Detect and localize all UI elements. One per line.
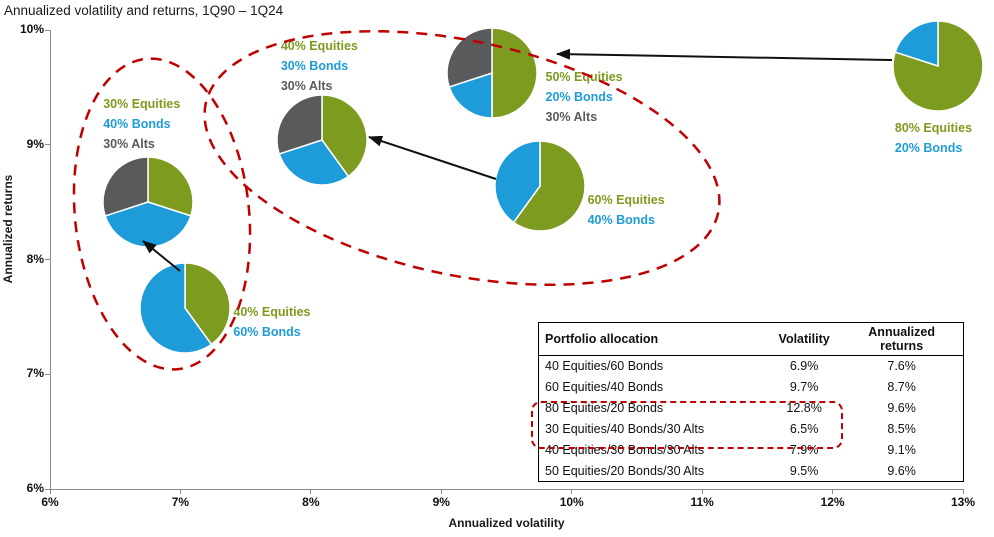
table-row: 30 Equities/40 Bonds/30 Alts 6.5% 8.5% — [539, 419, 964, 440]
x-tick-mark — [179, 489, 181, 494]
pie-label-line: 30% Alts — [103, 137, 155, 152]
x-axis-label: Annualized volatility — [448, 516, 565, 530]
pie-label-line: 40% Equities — [280, 39, 358, 54]
y-tick-mark — [45, 373, 50, 375]
y-tick-mark — [45, 29, 50, 31]
pie-label-line: 40% Bonds — [587, 213, 655, 228]
pie-label-line: 40% Bonds — [103, 117, 171, 132]
pie-label-line: 30% Alts — [545, 109, 598, 124]
table-header-cell: Volatility — [768, 322, 841, 356]
pie-label-50-20-30: 50% Equities 20% Bonds 30% Alts — [546, 67, 623, 127]
pie-label-line: 80% Equities — [894, 120, 973, 135]
y-tick-label: 6% — [26, 481, 44, 495]
table-cell: 7.9% — [789, 443, 819, 457]
table-row: 80 Equities/20 Bonds 12.8% 9.6% — [539, 398, 964, 419]
pie-label-line: 50% Equities — [545, 69, 623, 84]
x-tick-label: 6% — [41, 495, 59, 509]
x-tick-mark — [440, 489, 442, 494]
y-tick-label: 7% — [26, 366, 44, 381]
table-cell: 12.8% — [786, 401, 822, 415]
table-cell: 6.5% — [789, 422, 819, 436]
table-cell: 8.5% — [887, 422, 916, 436]
table-cell: 9.5% — [789, 463, 819, 478]
pie-label-line: 30% Bonds — [280, 59, 349, 74]
y-tick-mark — [45, 144, 50, 146]
x-tick-label: 13% — [950, 495, 976, 509]
pie-30-40-30 — [102, 156, 194, 248]
pie-label-line: 30% Equities — [103, 97, 181, 112]
portfolio-table: Portfolio allocation Volatility Annualized… — [538, 322, 964, 482]
table-cell: 9.6% — [887, 463, 916, 478]
pie-slice-bonds — [894, 20, 939, 67]
x-tick-label: 10% — [559, 495, 584, 509]
table-cell: 80 Equities/20 Bonds — [545, 401, 664, 415]
pie-40-60 — [139, 262, 232, 355]
pie-label-line: 60% Bonds — [233, 325, 301, 340]
pie-label-60-40: 60% Equities 40% Bonds — [588, 190, 665, 230]
x-tick-mark — [310, 489, 312, 494]
x-tick-label: 7% — [171, 495, 190, 509]
table-cell: 40 Equities/60 Bonds — [545, 359, 664, 374]
y-axis-line — [50, 30, 51, 489]
table-cell: 30 Equities/40 Bonds/30 Alts — [545, 422, 705, 436]
pie-label-line: 60% Equities — [587, 193, 665, 208]
table-cell: 9.6% — [887, 401, 916, 415]
pie-label-40-30-30: 40% Equities 30% Bonds 30% Alts — [281, 36, 358, 96]
x-axis-line — [50, 489, 964, 490]
x-tick-mark — [49, 489, 51, 494]
table-cell: 9.1% — [887, 443, 916, 457]
pie-label-line: 20% Bonds — [894, 140, 963, 155]
pie-label-line: 40% Equities — [233, 305, 311, 320]
y-tick-label: 8% — [26, 251, 44, 266]
y-tick-label: 10% — [19, 22, 44, 36]
pie-label-80-20: 80% Equities 20% Bonds — [895, 118, 972, 158]
table-row: 40 Equities/60 Bonds 6.9% 7.6% — [539, 356, 964, 377]
x-tick-mark — [571, 489, 573, 494]
pie-label-40-60: 40% Equities 60% Bonds — [233, 302, 310, 342]
y-tick-label: 9% — [26, 136, 44, 151]
table-header-row: Portfolio allocation Volatility Annualized… — [538, 322, 964, 356]
pie-60-40 — [493, 140, 586, 232]
x-tick-label: 8% — [302, 495, 320, 509]
table-cell: 8.7% — [887, 380, 916, 394]
y-tick-mark — [45, 259, 50, 260]
table-header-cell: Portfolio allocation — [538, 322, 768, 356]
x-tick-mark — [962, 489, 964, 494]
x-tick-mark — [701, 489, 703, 494]
pie-label-line: 20% Bonds — [545, 89, 613, 104]
table-body: 40 Equities/60 Bonds 6.9% 7.6% 60 Equities/… — [539, 356, 964, 482]
pie-50-20-30 — [445, 27, 538, 119]
table-row: 60 Equities/40 Bonds 9.7% 8.7% — [539, 377, 964, 398]
table-row: 40 Equities/30 Bonds/30 Alts 7.9% 9.1% — [539, 440, 964, 461]
table-cell: 7.6% — [887, 359, 916, 374]
x-tick-label: 12% — [820, 495, 845, 509]
pie-label-line: 30% Alts — [280, 79, 333, 94]
x-tick-label: 9% — [432, 495, 450, 509]
table-cell: 6.9% — [789, 359, 819, 374]
y-tick-mark — [45, 488, 50, 490]
x-tick-mark — [832, 489, 834, 494]
table-cell: 40 Equities/30 Bonds/30 Alts — [545, 443, 705, 457]
x-tick-label: 11% — [690, 495, 714, 509]
table-header-cell: Annualized returns — [840, 322, 964, 356]
table-cell: 60 Equities/40 Bonds — [545, 380, 664, 394]
pie-slice-equities — [490, 27, 538, 119]
table-cell: 9.7% — [789, 380, 819, 394]
pie-label-30-40-30: 30% Equities 40% Bonds 30% Alts — [103, 94, 180, 154]
pie-40-30-30 — [276, 94, 368, 186]
table-row: 50 Equities/20 Bonds/30 Alts 9.5% 9.6% — [539, 461, 964, 482]
table-cell: 50 Equities/20 Bonds/30 Alts — [545, 463, 705, 478]
pie-80-20 — [892, 20, 984, 112]
chart-title: Annualized volatility and returns, 1Q90 … — [4, 3, 284, 18]
